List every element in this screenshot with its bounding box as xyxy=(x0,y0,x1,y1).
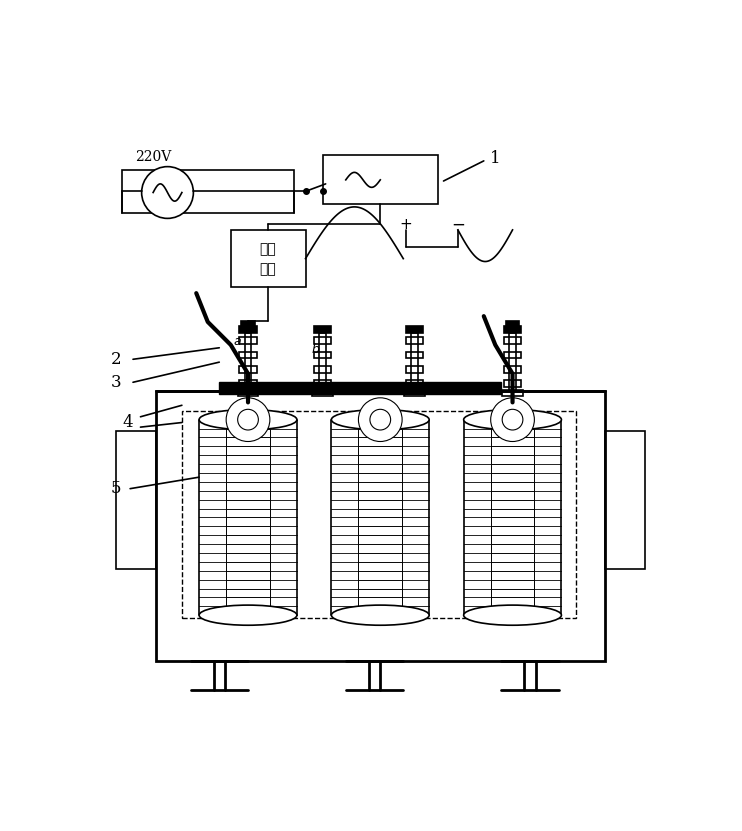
Ellipse shape xyxy=(199,605,297,625)
Bar xyxy=(406,337,424,344)
Bar xyxy=(319,333,326,391)
Bar xyxy=(220,382,501,394)
Bar xyxy=(156,391,605,661)
Bar xyxy=(314,366,332,373)
Bar xyxy=(122,170,294,213)
Text: 装置: 装置 xyxy=(260,262,277,276)
Bar xyxy=(323,155,438,204)
Bar xyxy=(504,381,521,387)
Bar xyxy=(406,327,424,333)
Bar xyxy=(406,352,424,358)
Circle shape xyxy=(502,410,523,430)
Bar xyxy=(231,230,306,288)
Bar xyxy=(314,352,332,358)
Text: 1: 1 xyxy=(490,150,500,166)
Text: a: a xyxy=(234,335,241,348)
Bar xyxy=(411,333,418,391)
Circle shape xyxy=(226,398,270,441)
Bar xyxy=(241,321,255,329)
Bar xyxy=(237,390,258,396)
Text: 2: 2 xyxy=(111,351,121,368)
Bar xyxy=(314,337,332,344)
Ellipse shape xyxy=(464,605,562,625)
Text: 3: 3 xyxy=(111,374,121,391)
Ellipse shape xyxy=(199,410,297,430)
Bar xyxy=(240,352,257,358)
Circle shape xyxy=(490,398,534,441)
Text: +: + xyxy=(400,217,413,232)
Bar xyxy=(240,327,257,333)
Bar xyxy=(245,333,252,391)
Bar xyxy=(240,337,257,344)
Bar xyxy=(605,431,645,569)
Bar xyxy=(312,390,333,396)
Bar xyxy=(314,327,332,333)
Text: 加热: 加热 xyxy=(260,243,277,257)
Text: 5: 5 xyxy=(111,480,121,497)
Bar xyxy=(406,366,424,373)
Circle shape xyxy=(370,410,390,430)
Circle shape xyxy=(142,167,194,219)
Bar xyxy=(406,381,424,387)
Bar xyxy=(505,321,519,329)
Circle shape xyxy=(237,410,258,430)
Bar xyxy=(240,366,257,373)
Circle shape xyxy=(358,398,402,441)
Bar xyxy=(504,327,521,333)
Bar xyxy=(116,431,156,569)
Bar xyxy=(504,366,521,373)
Bar xyxy=(240,381,257,387)
Bar xyxy=(182,411,576,618)
Ellipse shape xyxy=(332,410,429,430)
Ellipse shape xyxy=(332,605,429,625)
Text: 220V: 220V xyxy=(135,150,171,164)
Text: 4: 4 xyxy=(122,414,133,431)
Bar xyxy=(504,352,521,358)
Bar xyxy=(504,337,521,344)
Text: b: b xyxy=(312,343,320,356)
Text: −: − xyxy=(451,215,464,234)
Bar xyxy=(314,381,332,387)
Bar xyxy=(502,390,523,396)
Bar xyxy=(404,390,425,396)
Ellipse shape xyxy=(464,410,562,430)
Bar xyxy=(509,333,516,391)
